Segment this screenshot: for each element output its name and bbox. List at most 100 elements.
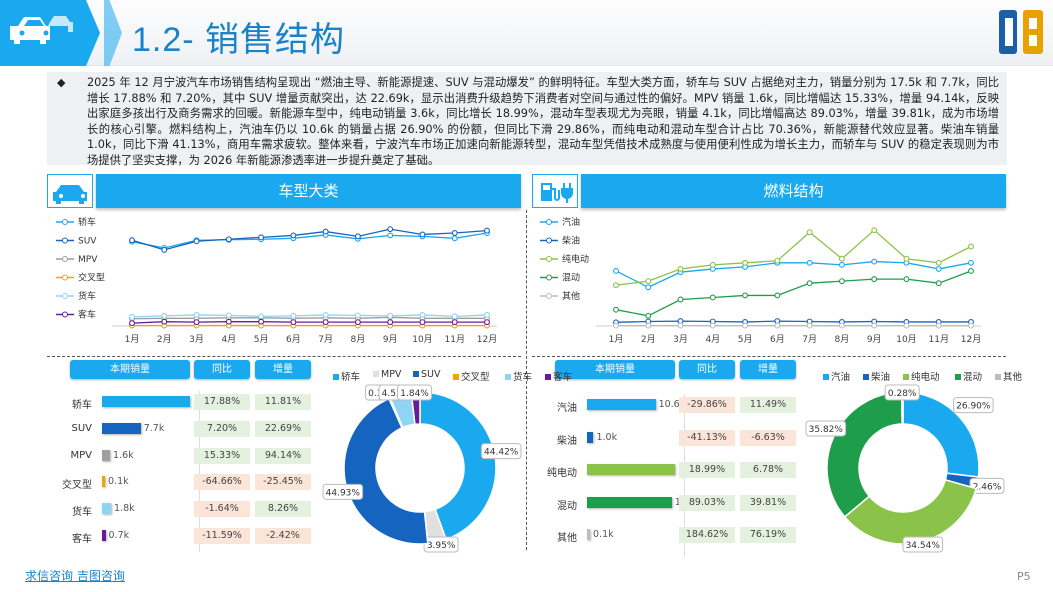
summary-text: 2025 年 12 月宁波汽车市场销售结构呈现出 “燃油主导、新能源提速、SUV… <box>87 76 999 167</box>
footer-links[interactable]: 求信咨询 吉图咨询 <box>25 569 125 583</box>
data-point <box>225 312 232 319</box>
row-label: 货车 <box>72 507 92 519</box>
bullet-icon: ◆ <box>57 76 66 89</box>
x-tick-label: 11月 <box>445 334 465 345</box>
data-point <box>871 258 878 265</box>
data-point <box>645 284 652 291</box>
sales-bar <box>587 399 656 410</box>
x-tick-label: 2月 <box>641 334 656 345</box>
legend-marker <box>546 293 552 299</box>
x-tick-label: 12月 <box>961 334 981 345</box>
page-title: 1.2- 销售结构 <box>132 21 346 59</box>
data-point <box>742 259 749 266</box>
bar-area <box>102 391 200 552</box>
sales-value: 0.7k <box>108 530 130 541</box>
data-point <box>225 236 232 243</box>
donut-label: 44.93% <box>322 483 364 500</box>
data-point <box>354 312 361 319</box>
right-table-header: 同比 <box>679 360 735 379</box>
data-point <box>677 265 684 272</box>
data-point <box>161 246 168 253</box>
yoy-cell: -41.13% <box>679 429 735 446</box>
data-point <box>806 259 813 266</box>
increment-cell: 39.81% <box>740 494 796 511</box>
sales-bar <box>587 431 594 443</box>
donut-label: 2.46% <box>969 477 1005 494</box>
series-line <box>615 260 972 288</box>
data-point <box>838 278 845 285</box>
data-point <box>419 231 426 238</box>
yoy-cell: 15.33% <box>194 447 250 464</box>
donut-label-text: 44.42% <box>484 448 519 458</box>
increment-cell: 94.14% <box>255 447 311 464</box>
pie-legend-item: 交叉型 <box>453 369 490 383</box>
x-tick-label: 3月 <box>673 334 688 345</box>
data-point <box>871 322 878 329</box>
data-point <box>322 228 329 235</box>
donut-slice <box>826 391 903 518</box>
legend-marker <box>546 256 552 262</box>
increment-cell: 11.49% <box>740 397 796 413</box>
data-point <box>129 237 135 244</box>
data-point <box>161 318 168 325</box>
row-label: 轿车 <box>72 400 92 411</box>
legend-label: 柴油 <box>562 235 580 247</box>
sales-value: 0.1k <box>593 529 614 540</box>
sales-bar <box>102 449 111 461</box>
legend-label: 汽油 <box>562 216 580 228</box>
donut-label-box <box>480 443 522 460</box>
sales-bar <box>587 529 590 540</box>
sales-bar <box>102 476 105 488</box>
data-point <box>613 322 619 329</box>
data-point <box>709 322 716 329</box>
sales-value: 1.8k <box>114 503 135 515</box>
data-point <box>774 257 781 264</box>
data-point <box>838 255 845 262</box>
legend-marker <box>62 256 68 262</box>
data-point <box>290 319 297 326</box>
donut-label: 1.84% <box>397 384 433 401</box>
yoy-cell: 184.62% <box>679 527 735 543</box>
yoy-cell: -11.59% <box>194 528 250 544</box>
donut-slice <box>419 391 497 541</box>
data-point <box>193 311 200 318</box>
series-line <box>131 232 488 249</box>
brand-logo <box>999 10 1043 54</box>
legend-label: 其他 <box>562 290 580 302</box>
row-label: 客车 <box>72 534 92 545</box>
donut-label-box <box>322 483 364 500</box>
data-point <box>322 311 329 318</box>
left-donut-chart: 44.42%3.95%44.93%0.31%4.55%1.84% <box>322 384 522 553</box>
increment-cell: 6.78% <box>740 462 796 478</box>
data-point <box>290 312 297 319</box>
x-tick-label: 2月 <box>157 334 172 345</box>
donut-label: 0.28% <box>884 384 920 401</box>
pie-legend-item: 汽油 <box>823 369 850 383</box>
data-point <box>903 255 910 262</box>
donut-label: 44.42% <box>480 443 522 460</box>
data-point <box>774 322 781 329</box>
x-tick-label: 10月 <box>412 334 432 345</box>
x-tick-label: 8月 <box>835 334 850 345</box>
pie-legend-item: SUV <box>413 369 440 380</box>
yoy-cell: 18.99% <box>679 462 735 478</box>
data-point <box>387 226 394 233</box>
donut-label-text: 0.28% <box>888 389 917 399</box>
legend-marker <box>62 219 68 225</box>
data-point <box>968 243 974 250</box>
x-tick-label: 10月 <box>896 334 916 345</box>
page-number: P5 <box>1017 570 1031 583</box>
data-point <box>387 312 394 319</box>
legend-marker <box>62 311 68 318</box>
data-point <box>193 319 200 326</box>
right-donut-chart: 26.90% 2.46% 34.54% 35.82% 0.28% <box>805 384 1005 553</box>
donut-label: 26.90% <box>953 397 994 414</box>
sales-value: 1.0k <box>596 431 618 443</box>
data-point <box>258 318 265 325</box>
data-point <box>806 280 813 287</box>
legend-label: 纯电动 <box>562 253 589 265</box>
donut-label-box <box>805 420 847 437</box>
data-point <box>871 276 878 283</box>
data-point <box>451 230 458 236</box>
data-point <box>677 322 684 329</box>
